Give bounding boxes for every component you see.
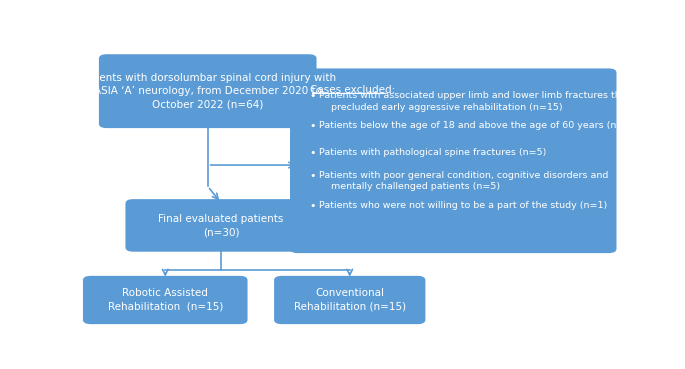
FancyBboxPatch shape <box>125 199 316 252</box>
Text: •: • <box>310 200 316 211</box>
Text: •: • <box>310 171 316 181</box>
Text: Patients with poor general condition, cognitive disorders and
    mentally chall: Patients with poor general condition, co… <box>319 171 608 191</box>
Text: Patients with dorsolumbar spinal cord injury with
ASIA ‘A’ neurology, from Decem: Patients with dorsolumbar spinal cord in… <box>79 73 336 109</box>
Text: Robotic Assisted
Rehabilitation  (n=15): Robotic Assisted Rehabilitation (n=15) <box>108 289 223 311</box>
Text: Final evaluated patients
(n=30): Final evaluated patients (n=30) <box>158 214 284 237</box>
Text: Patients with pathological spine fractures (n=5): Patients with pathological spine fractur… <box>319 148 547 157</box>
Text: Cases excluded:: Cases excluded: <box>310 85 395 94</box>
Text: •: • <box>310 91 316 101</box>
FancyBboxPatch shape <box>290 68 616 253</box>
FancyBboxPatch shape <box>99 54 316 128</box>
Text: Conventional
Rehabilitation (n=15): Conventional Rehabilitation (n=15) <box>294 289 406 311</box>
Text: Patients who were not willing to be a part of the study (n=1): Patients who were not willing to be a pa… <box>319 200 608 210</box>
FancyBboxPatch shape <box>274 276 425 324</box>
Text: •: • <box>310 121 316 131</box>
Text: •: • <box>310 148 316 158</box>
Text: Patients below the age of 18 and above the age of 60 years (n=8): Patients below the age of 18 and above t… <box>319 121 634 130</box>
Text: Patients with associated upper limb and lower limb fractures that
    precluded : Patients with associated upper limb and … <box>319 91 631 111</box>
FancyBboxPatch shape <box>83 276 247 324</box>
